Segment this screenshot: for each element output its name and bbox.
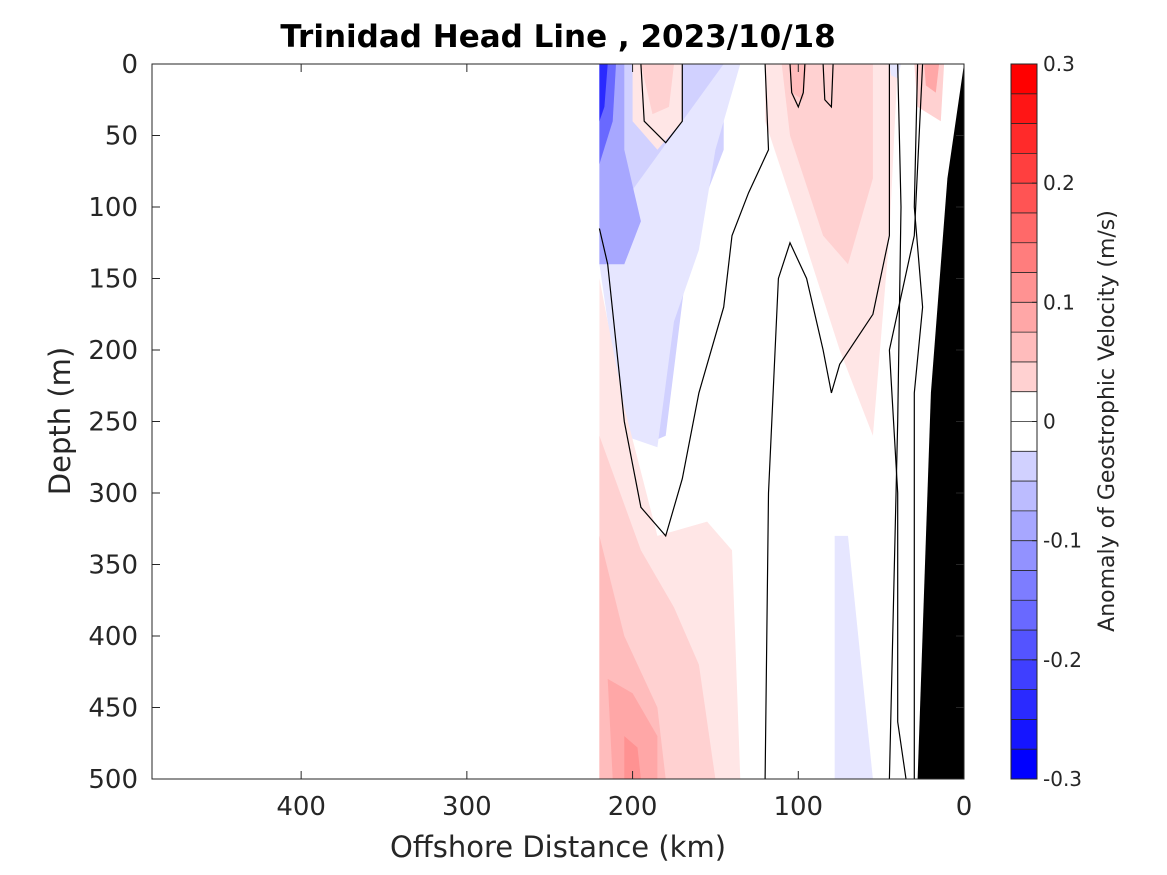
zero-contour-2 <box>789 64 806 109</box>
x-tick-label: 300 <box>442 792 492 822</box>
y-tick-label: 200 <box>88 336 138 366</box>
colorbar-segment <box>1011 212 1037 244</box>
colorbar-label: Anomaly of Geostrophic Velocity (m/s) <box>1095 210 1120 632</box>
colorbar-segment <box>1011 302 1037 333</box>
contour-region-11 <box>624 736 641 779</box>
colorbar-tick-label: 0 <box>1043 410 1056 434</box>
y-tick-label: 250 <box>88 408 138 438</box>
contour-region-6 <box>640 64 674 115</box>
y-tick-label: 300 <box>88 479 138 509</box>
colorbar-segment <box>1011 749 1037 780</box>
zero-contour-3 <box>764 64 890 779</box>
contour-region-17 <box>924 64 940 93</box>
colorbar-segment <box>1011 361 1037 393</box>
zero-contour-4 <box>822 64 834 109</box>
contour-region-10 <box>607 678 658 779</box>
zero-contour-6 <box>913 64 924 779</box>
contour-region-1 <box>599 64 741 448</box>
bathymetry-shape <box>917 64 964 779</box>
contour-region-4 <box>599 64 608 122</box>
colorbar-tick-label: 0.1 <box>1043 290 1075 314</box>
colorbar: 0.3 0.2 0.1 0 -0.1 -0.2 -0.3 <box>1010 52 1082 791</box>
colorbar-segment <box>1011 123 1037 154</box>
x-tick-label: 200 <box>608 792 658 822</box>
colorbar-segment <box>1011 183 1037 214</box>
y-tick-label: 500 <box>88 765 138 795</box>
contour-region-15 <box>834 535 873 779</box>
colorbar-tick-label: 0.3 <box>1043 52 1075 76</box>
bathymetry-mask <box>917 64 964 779</box>
colorbar-segment <box>1011 451 1037 482</box>
zero-contour-1 <box>640 64 683 144</box>
colorbar-tick-label: -0.1 <box>1043 529 1082 553</box>
x-tick-label: 400 <box>276 792 326 822</box>
colorbar-segment <box>1011 242 1037 274</box>
colorbar-segment <box>1011 153 1037 184</box>
colorbar-segment <box>1011 272 1037 303</box>
contour-region-13 <box>781 64 873 265</box>
zero-contour-0 <box>598 64 770 538</box>
colorbar-tick-label: -0.3 <box>1043 767 1082 791</box>
x-tick-label: 0 <box>956 792 973 822</box>
colorbar-segment <box>1011 421 1037 452</box>
y-tick-label: 0 <box>121 50 138 80</box>
colorbar-segment <box>1011 481 1037 512</box>
y-tick-label: 100 <box>88 193 138 223</box>
zero-contour-5 <box>888 64 902 779</box>
y-tick-label: 150 <box>88 265 138 295</box>
colorbar-segment <box>1011 64 1037 95</box>
colorbar-segment <box>1011 719 1037 750</box>
colorbar-segment <box>1011 570 1037 601</box>
y-axis-ticks: 0 50 100 150 200 250 300 350 400 450 500 <box>88 50 964 795</box>
x-tick-label: 100 <box>773 792 823 822</box>
colorbar-segment <box>1011 630 1037 661</box>
colorbar-segment <box>1011 689 1037 720</box>
contour-region-14 <box>790 64 807 100</box>
zero-contour-lines <box>598 64 924 779</box>
zero-contour-7 <box>888 64 924 779</box>
colorbar-segment <box>1011 540 1037 571</box>
colorbar-segment <box>1011 93 1037 125</box>
y-tick-label: 450 <box>88 694 138 724</box>
colorbar-segment <box>1011 600 1037 631</box>
y-tick-label: 350 <box>88 551 138 581</box>
contour-fill-layer <box>599 64 945 779</box>
colorbar-segment <box>1011 391 1037 422</box>
x-axis-label: Offshore Distance (km) <box>390 830 726 864</box>
colorbar-segment <box>1011 332 1037 363</box>
chart-title: Trinidad Head Line , 2023/10/18 <box>280 19 835 55</box>
colorbar-segment <box>1011 659 1037 691</box>
colorbar-segment <box>1011 510 1037 542</box>
colorbar-tick-label: -0.2 <box>1043 648 1082 672</box>
y-axis-label: Depth (m) <box>43 347 77 495</box>
y-tick-label: 50 <box>105 122 138 152</box>
x-axis-ticks: 400 300 200 100 0 <box>276 64 972 822</box>
colorbar-tick-label: 0.2 <box>1043 171 1075 195</box>
y-tick-label: 400 <box>88 622 138 652</box>
